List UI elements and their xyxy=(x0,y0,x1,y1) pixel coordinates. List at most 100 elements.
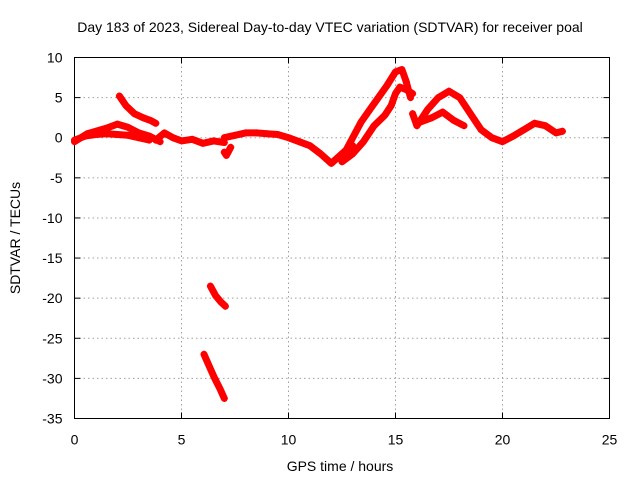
data-point-marker xyxy=(210,137,218,145)
data-point-marker xyxy=(212,292,220,300)
data-point-marker xyxy=(145,136,153,144)
data-point-marker xyxy=(349,134,357,142)
data-point-marker xyxy=(317,150,325,158)
data-point-marker xyxy=(477,126,485,134)
data-point-marker xyxy=(349,150,357,158)
x-tick-label: 20 xyxy=(495,432,511,448)
data-point-marker xyxy=(113,120,121,128)
data-point-marker xyxy=(217,298,225,306)
data-point-marker xyxy=(306,142,314,150)
data-point-marker xyxy=(148,117,156,125)
data-point-marker xyxy=(200,350,208,358)
data-point-marker xyxy=(520,126,528,134)
y-tick-label: -5 xyxy=(50,170,63,186)
data-point-marker xyxy=(392,90,399,98)
data-point-marker xyxy=(199,139,207,147)
data-point-marker xyxy=(396,83,404,91)
data-point-marker xyxy=(103,130,111,138)
axis-ticks: 0 5 10 15 20 25 10 5 0 -5 -10 -15 -20 -25 -30 -35 xyxy=(42,50,617,448)
plot-frame xyxy=(74,57,610,419)
data-point-marker xyxy=(409,90,417,98)
y-tick-label: 0 xyxy=(55,130,63,146)
data-point-marker xyxy=(135,134,143,142)
series-track-early-descent xyxy=(115,92,160,127)
data-point-marker xyxy=(552,129,560,137)
data-point-marker xyxy=(428,114,436,122)
series-group xyxy=(71,66,566,402)
data-point-marker xyxy=(178,137,185,145)
data-point-marker xyxy=(122,102,130,110)
data-point-marker xyxy=(227,143,235,151)
data-point-marker xyxy=(216,385,224,393)
data-point-marker xyxy=(366,106,374,114)
data-point-marker xyxy=(387,102,395,110)
x-tick-label: 5 xyxy=(178,432,186,448)
x-tick-label: 10 xyxy=(281,432,297,448)
data-point-marker xyxy=(499,138,506,146)
data-point-marker xyxy=(359,138,367,146)
data-point-marker xyxy=(374,94,382,102)
data-point-marker xyxy=(392,68,399,76)
data-point-marker xyxy=(169,134,177,142)
y-tick-label: 5 xyxy=(55,90,63,106)
data-point-marker xyxy=(220,394,228,402)
data-point-marker xyxy=(381,111,389,119)
data-point-marker xyxy=(402,78,410,86)
data-point-marker xyxy=(211,374,219,382)
data-point-marker xyxy=(222,151,230,159)
chart-title: Day 183 of 2023, Sidereal Day-to-day VTE… xyxy=(77,19,583,35)
data-point-marker xyxy=(383,82,391,90)
data-point-marker xyxy=(424,106,432,114)
data-point-marker xyxy=(509,132,517,140)
data-point-marker xyxy=(160,129,168,137)
data-point-marker xyxy=(434,94,442,102)
grid xyxy=(74,57,610,419)
data-point-marker xyxy=(456,94,464,102)
data-point-marker xyxy=(124,123,132,131)
data-point-marker xyxy=(449,116,457,124)
data-point-marker xyxy=(188,135,196,143)
y-tick-label: -15 xyxy=(42,250,62,266)
data-point-marker xyxy=(460,122,468,130)
data-point-marker xyxy=(152,136,160,144)
data-point-marker xyxy=(466,110,474,118)
data-point-marker xyxy=(263,130,271,138)
data-point-marker xyxy=(139,114,147,122)
data-point-marker xyxy=(402,86,410,94)
data-point-marker xyxy=(531,119,539,127)
data-point-marker xyxy=(295,138,303,146)
data-point-marker xyxy=(342,146,350,154)
data-point-marker xyxy=(130,110,138,118)
series-track-storm-1 xyxy=(334,66,414,162)
series-track-evening xyxy=(409,87,566,146)
series-track-storm-2 xyxy=(338,83,417,166)
data-point-marker xyxy=(285,134,292,142)
data-point-marker xyxy=(252,129,260,137)
data-point-marker xyxy=(205,362,213,370)
data-point-marker xyxy=(370,122,378,130)
data-point-marker xyxy=(221,302,229,310)
x-tick-label: 0 xyxy=(71,432,79,448)
data-point-marker xyxy=(445,87,453,95)
data-point-marker xyxy=(81,132,89,140)
data-point-marker xyxy=(92,131,100,139)
data-point-marker xyxy=(417,118,425,126)
data-point-marker xyxy=(541,122,549,130)
data-point-marker xyxy=(398,66,406,74)
data-point-marker xyxy=(274,131,282,139)
x-axis-label: GPS time / hours xyxy=(287,458,394,474)
data-point-marker xyxy=(488,134,496,142)
data-point-marker xyxy=(327,159,335,167)
data-point-marker xyxy=(113,131,121,139)
data-point-marker xyxy=(231,131,239,139)
data-point-marker xyxy=(409,110,417,118)
y-axis-label: SDTVAR / TECUs xyxy=(7,182,23,294)
x-tick-label: 15 xyxy=(388,432,404,448)
data-point-marker xyxy=(152,119,160,127)
data-point-marker xyxy=(206,282,214,290)
data-point-marker xyxy=(558,127,566,135)
y-tick-label: -35 xyxy=(42,411,62,427)
data-point-marker xyxy=(338,158,346,166)
data-point-marker xyxy=(413,122,421,130)
